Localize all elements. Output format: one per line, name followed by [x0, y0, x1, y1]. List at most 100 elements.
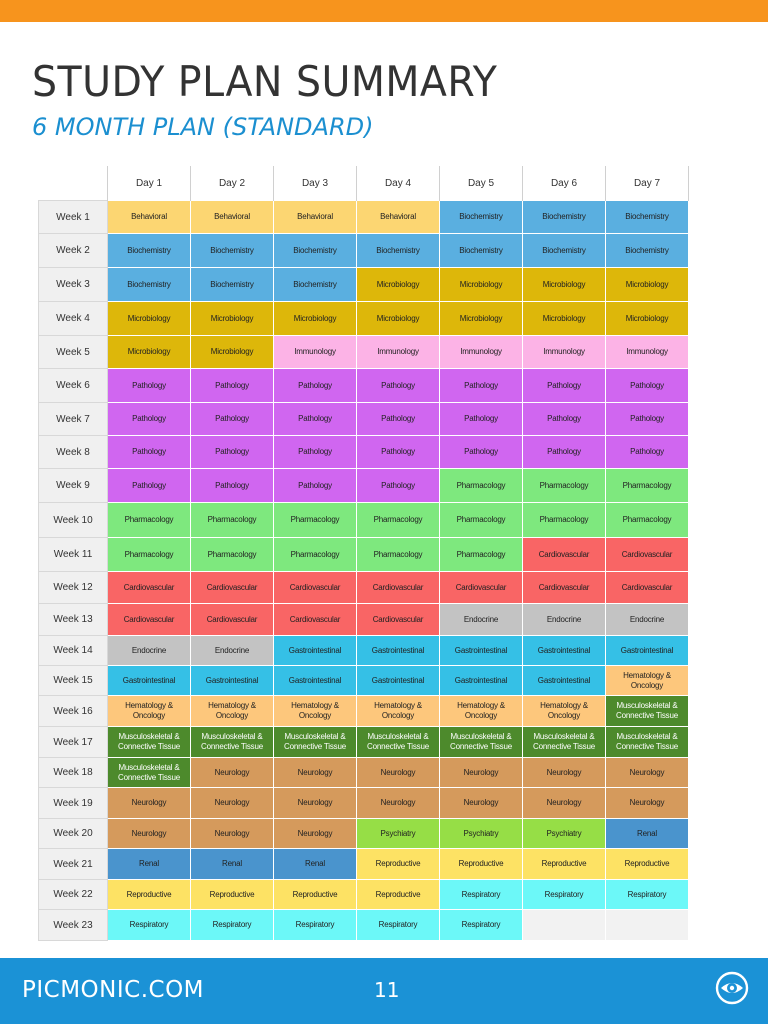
- subject-cell: Endocrine: [605, 603, 689, 636]
- subject-cell: Cardiovascular: [605, 537, 689, 572]
- subject-cell: Pharmacology: [356, 502, 440, 538]
- subject-label: Microbiology: [542, 279, 586, 289]
- subject-label: Behavioral: [380, 212, 416, 221]
- subject-cell: Respiratory: [439, 879, 523, 910]
- table-row: Week 22 Reproductive Reproductive Reproduct…: [38, 879, 689, 910]
- subject-label: Endocrine: [629, 614, 665, 624]
- subject-label: Cardiovascular: [289, 582, 341, 592]
- subject-cell: Pathology: [522, 435, 606, 469]
- subject-cell: Pharmacology: [522, 468, 606, 503]
- subject-cell: Renal: [107, 848, 191, 880]
- subject-label: Neurology: [546, 767, 582, 777]
- table-row: Week 4 Microbiology Microbiology Microbiolo…: [38, 301, 689, 336]
- subject-label: Musculoskeletal & Connective Tissue: [533, 732, 595, 751]
- subject-label: Renal: [637, 828, 657, 838]
- subject-label: Pathology: [547, 380, 581, 390]
- subject-label: Pharmacology: [622, 515, 672, 524]
- table-row: Week 21 Renal Renal Renal Reproductive Reprod…: [38, 848, 689, 880]
- table-row: Week 12 Cardiovascular Cardiovascular Cardi…: [38, 571, 689, 604]
- subject-cell: Pathology: [107, 368, 191, 403]
- subject-label: Gastrointestinal: [288, 675, 342, 685]
- subject-cell: Microbiology: [439, 301, 523, 336]
- subject-label: Reproductive: [209, 889, 255, 899]
- row-header: Week 6: [38, 368, 108, 403]
- row-header: Week 15: [38, 665, 108, 696]
- subject-label: Respiratory: [378, 920, 418, 929]
- row-header: Week 9: [38, 468, 108, 503]
- row-header: Week 2: [38, 233, 108, 268]
- subject-cell: Endocrine: [107, 635, 191, 666]
- subject-cell: Cardiovascular: [439, 571, 523, 604]
- subject-label: Neurology: [297, 798, 333, 807]
- subject-cell: Gastrointestinal: [605, 635, 689, 666]
- subject-cell: Respiratory: [439, 909, 523, 941]
- subject-label: Pathology: [464, 414, 498, 423]
- subject-label: Gastrointestinal: [122, 675, 176, 685]
- subject-label: Reproductive: [624, 859, 670, 868]
- subject-cell: Musculoskeletal & Connective Tissue: [190, 726, 274, 758]
- subject-cell: Immunology: [273, 335, 357, 369]
- subject-cell: Pathology: [439, 435, 523, 469]
- subject-cell: Pharmacology: [439, 502, 523, 538]
- subject-label: Hematology & Oncology: [291, 701, 339, 720]
- subject-cell: Immunology: [439, 335, 523, 369]
- study-plan-table: Day 1 Day 2 Day 3 Day 4 Day 5 Day 6 Day …: [38, 166, 689, 941]
- subject-label: Immunology: [377, 347, 419, 356]
- subject-label: Pathology: [547, 414, 581, 423]
- table-row: Week 15 Gastrointestinal Gastrointestinal G…: [38, 665, 689, 696]
- subject-cell: Reproductive: [190, 879, 274, 910]
- subject-label: Pathology: [630, 447, 664, 456]
- row-header: Week 3: [38, 267, 108, 302]
- subject-cell: Reproductive: [107, 879, 191, 910]
- subject-label: Microbiology: [376, 313, 420, 323]
- subject-label: Microbiology: [293, 313, 337, 323]
- subject-label: Respiratory: [212, 920, 252, 929]
- subject-label: Gastrointestinal: [288, 645, 342, 655]
- subject-cell: Psychiatry: [439, 818, 523, 849]
- subject-label: Pharmacology: [539, 515, 589, 524]
- subject-cell: Cardiovascular: [273, 571, 357, 604]
- subject-label: Immunology: [543, 347, 585, 356]
- subject-cell: Gastrointestinal: [439, 665, 523, 696]
- subject-label: Pathology: [630, 380, 664, 390]
- row-header: Week 1: [38, 200, 108, 234]
- subject-label: Cardiovascular: [123, 614, 175, 624]
- subject-cell: Biochemistry: [522, 200, 606, 234]
- subject-label: Pathology: [381, 480, 415, 490]
- subject-cell: Gastrointestinal: [190, 665, 274, 696]
- table-row: Week 14 Endocrine Endocrine Gastrointestina…: [38, 635, 689, 666]
- table-row: Week 6 Pathology Pathology Pathology Patholo…: [38, 368, 689, 403]
- subject-label: Pathology: [464, 447, 498, 456]
- subject-cell: Reproductive: [522, 848, 606, 880]
- row-header: Week 12: [38, 571, 108, 604]
- subject-cell: Microbiology: [356, 301, 440, 336]
- subject-cell: Pathology: [107, 468, 191, 503]
- subject-cell: Pathology: [273, 468, 357, 503]
- subject-cell: Pathology: [522, 368, 606, 403]
- column-header: Day 1: [107, 166, 191, 201]
- subject-label: Pharmacology: [124, 515, 174, 524]
- subject-label: Pharmacology: [290, 515, 340, 524]
- subject-cell: [605, 909, 689, 941]
- subject-cell: Behavioral: [356, 200, 440, 234]
- subject-cell: Cardiovascular: [356, 603, 440, 636]
- subject-cell: Cardiovascular: [522, 537, 606, 572]
- subject-cell: Pathology: [107, 402, 191, 436]
- subject-cell: Neurology: [439, 787, 523, 819]
- subject-cell: Pathology: [356, 468, 440, 503]
- row-header: Week 20: [38, 818, 108, 849]
- subject-label: Cardiovascular: [621, 549, 673, 559]
- row-header: Week 21: [38, 848, 108, 880]
- subject-cell: Gastrointestinal: [273, 635, 357, 666]
- subject-label: Pathology: [547, 447, 581, 456]
- subject-label: Hematology & Oncology: [208, 701, 256, 720]
- subject-label: Microbiology: [625, 279, 669, 289]
- row-header: Week 13: [38, 603, 108, 636]
- subject-cell: Psychiatry: [522, 818, 606, 849]
- subject-cell: Neurology: [605, 787, 689, 819]
- subject-label: Respiratory: [129, 920, 169, 929]
- subject-cell: Reproductive: [439, 848, 523, 880]
- table-row: Week 23 Respiratory Respiratory Respiratory…: [38, 909, 689, 941]
- subject-label: Behavioral: [131, 212, 167, 221]
- subject-cell: Microbiology: [190, 301, 274, 336]
